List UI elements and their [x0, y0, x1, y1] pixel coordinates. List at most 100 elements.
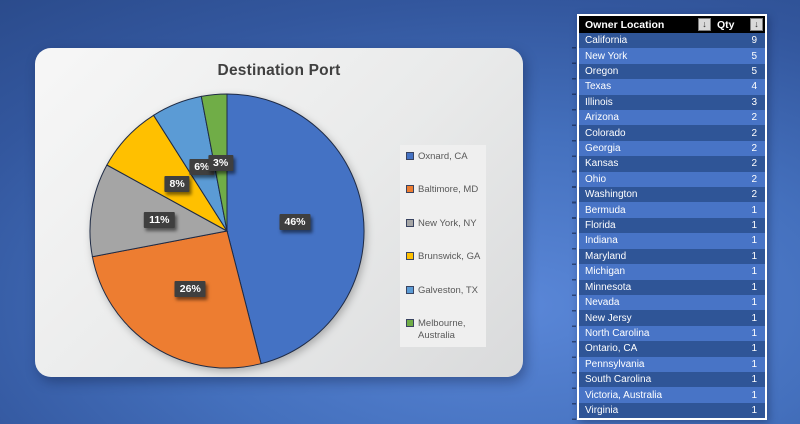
owner-location-cell[interactable]: Oregon: [585, 66, 619, 78]
qty-cell[interactable]: 4: [751, 81, 757, 93]
table-row[interactable]: California 9: [579, 33, 765, 49]
table-row[interactable]: Maryland 1: [579, 248, 765, 265]
table-row[interactable]: Virginia 1: [579, 402, 765, 419]
qty-cell[interactable]: 2: [751, 158, 757, 170]
qty-cell[interactable]: 2: [751, 127, 757, 139]
owner-location-cell[interactable]: New Jersy: [585, 312, 632, 324]
qty-cell[interactable]: 2: [751, 112, 757, 124]
qty-cell[interactable]: 1: [751, 281, 757, 293]
qty-cell[interactable]: 1: [751, 327, 757, 339]
table-row[interactable]: Indiana 1: [579, 233, 765, 249]
qty-cell[interactable]: 2: [751, 143, 757, 155]
legend-item: Brunswick, GA: [406, 251, 481, 262]
legend-item: Galveston, TX: [406, 285, 481, 296]
table-row[interactable]: Florida 1: [579, 217, 765, 234]
table-row[interactable]: North Carolina 1: [579, 325, 765, 342]
owner-location-cell[interactable]: North Carolina: [585, 327, 650, 339]
legend-swatch-icon: [406, 319, 414, 328]
table-row[interactable]: New York 5: [579, 48, 765, 64]
qty-cell[interactable]: 1: [751, 204, 757, 216]
legend-swatch-icon: [406, 152, 414, 160]
owner-location-cell[interactable]: South Carolina: [585, 374, 652, 386]
owner-location-cell[interactable]: Kansas: [585, 158, 619, 170]
qty-cell[interactable]: 1: [751, 266, 757, 278]
qty-cell[interactable]: 2: [751, 173, 757, 185]
owner-table-body: California 9 New York 5 Oregon 5 Texas 4 Illinoi…: [579, 33, 765, 419]
qty-cell[interactable]: 9: [751, 35, 757, 47]
owner-location-table: Owner Location ↓ Qty ↓ California 9 New Yo…: [577, 14, 767, 420]
owner-location-cell[interactable]: Florida: [585, 220, 616, 232]
qty-cell[interactable]: 3: [751, 96, 757, 108]
chart-legend: Oxnard, CA Baltimore, MD New York, NY Bruns…: [400, 145, 486, 347]
qty-cell[interactable]: 2: [751, 189, 757, 201]
table-row[interactable]: Illinois 3: [579, 94, 765, 111]
legend-item: Melbourne, Australia: [406, 318, 481, 341]
table-row[interactable]: Arizona 2: [579, 110, 765, 126]
table-row[interactable]: Colorado 2: [579, 125, 765, 141]
owner-location-cell[interactable]: Victoria, Australia: [585, 389, 663, 401]
legend-item: New York, NY: [406, 218, 481, 229]
owner-location-cell[interactable]: Minnesota: [585, 281, 632, 293]
legend-label: Brunswick, GA: [418, 251, 481, 263]
qty-cell[interactable]: 1: [751, 389, 757, 401]
pie-chart: 46% 26% 11% 8% 6% 3%: [85, 89, 369, 373]
table-row[interactable]: Michigan 1: [579, 264, 765, 280]
table-row[interactable]: Nevada 1: [579, 294, 765, 311]
owner-location-cell[interactable]: California: [585, 35, 628, 47]
qty-header-cell[interactable]: Qty ↓: [713, 16, 765, 33]
table-row[interactable]: Pennsylvania 1: [579, 356, 765, 372]
qty-cell[interactable]: 1: [751, 312, 757, 324]
table-header-row: Owner Location ↓ Qty ↓: [579, 16, 765, 33]
table-row[interactable]: Kansas 2: [579, 156, 765, 172]
owner-location-cell[interactable]: New York: [585, 50, 628, 62]
row-gridline-ticks: [572, 33, 576, 420]
owner-location-cell[interactable]: Washington: [585, 189, 638, 201]
owner-location-cell[interactable]: Ontario, CA: [585, 343, 638, 355]
legend-swatch-icon: [406, 218, 414, 227]
qty-cell[interactable]: 1: [751, 358, 757, 370]
qty-cell[interactable]: 1: [751, 220, 757, 232]
owner-location-cell[interactable]: Colorado: [585, 127, 626, 139]
owner-location-header-cell[interactable]: Owner Location ↓: [579, 16, 713, 33]
owner-location-cell[interactable]: Pennsylvania: [585, 358, 645, 370]
table-row[interactable]: Bermuda 1: [579, 202, 765, 218]
owner-location-cell[interactable]: Arizona: [585, 112, 619, 124]
pie-svg: [89, 93, 365, 369]
qty-cell[interactable]: 1: [751, 235, 757, 247]
owner-location-cell[interactable]: Texas: [585, 81, 612, 93]
owner-location-cell[interactable]: Indiana: [585, 235, 618, 247]
table-row[interactable]: New Jersy 1: [579, 310, 765, 326]
legend-swatch-icon: [406, 185, 414, 194]
qty-cell[interactable]: 5: [751, 50, 757, 62]
owner-location-cell[interactable]: Ohio: [585, 173, 607, 185]
owner-location-sort-button[interactable]: ↓: [698, 18, 711, 31]
owner-location-cell[interactable]: Michigan: [585, 266, 626, 278]
owner-location-cell[interactable]: Nevada: [585, 297, 620, 309]
legend-swatch-icon: [406, 252, 414, 261]
table-row[interactable]: Ontario, CA 1: [579, 341, 765, 357]
qty-cell[interactable]: 1: [751, 250, 757, 262]
table-row[interactable]: Oregon 5: [579, 63, 765, 80]
owner-location-cell[interactable]: Georgia: [585, 143, 621, 155]
table-row[interactable]: Minnesota 1: [579, 279, 765, 295]
qty-sort-button[interactable]: ↓: [750, 18, 763, 31]
table-row[interactable]: Georgia 2: [579, 140, 765, 157]
qty-cell[interactable]: 1: [751, 374, 757, 386]
owner-location-cell[interactable]: Illinois: [585, 96, 613, 108]
qty-header-label: Qty: [717, 18, 735, 31]
owner-location-cell[interactable]: Maryland: [585, 250, 627, 262]
table-row[interactable]: Washington 2: [579, 187, 765, 203]
pie-data-label: 3%: [208, 154, 234, 171]
table-row[interactable]: Ohio 2: [579, 171, 765, 188]
table-row[interactable]: Texas 4: [579, 79, 765, 95]
qty-cell[interactable]: 1: [751, 404, 757, 416]
table-row[interactable]: South Carolina 1: [579, 371, 765, 388]
owner-location-cell[interactable]: Virginia: [585, 404, 619, 416]
table-row[interactable]: Victoria, Australia 1: [579, 387, 765, 403]
pie-data-label: 6%: [189, 159, 215, 176]
owner-location-cell[interactable]: Bermuda: [585, 204, 626, 216]
qty-cell[interactable]: 1: [751, 343, 757, 355]
qty-cell[interactable]: 5: [751, 66, 757, 78]
chart-title: Destination Port: [217, 62, 341, 79]
qty-cell[interactable]: 1: [751, 297, 757, 309]
